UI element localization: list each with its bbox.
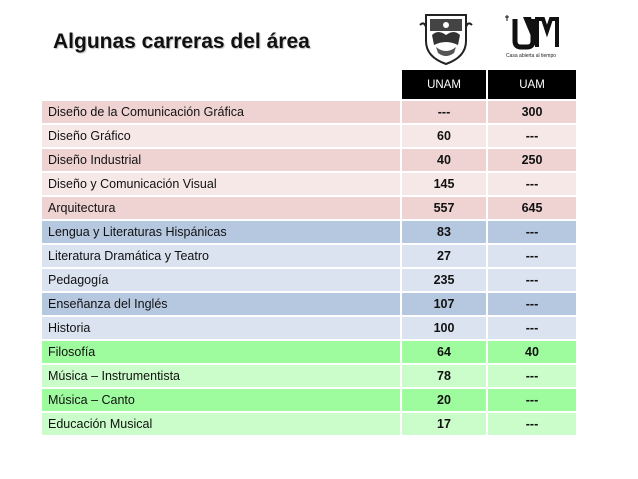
- unam-value: 78: [400, 363, 487, 388]
- table-row: Lengua y Literaturas Hispánicas 83 ---: [40, 219, 576, 244]
- unam-value: 27: [400, 243, 487, 268]
- unam-value: 64: [400, 339, 487, 364]
- uam-value: ---: [486, 243, 576, 268]
- table-row: Diseño y Comunicación Visual 145 ---: [40, 171, 576, 196]
- career-name: Arquitectura: [40, 195, 401, 220]
- careers-table: UNAM UAM Diseño de la Comunicación Gráfi…: [40, 70, 576, 435]
- unam-value: 107: [400, 291, 487, 316]
- career-name: Diseño y Comunicación Visual: [40, 171, 401, 196]
- uam-value: 645: [486, 195, 576, 220]
- table-row: Música – Canto 20 ---: [40, 387, 576, 412]
- career-name: Literatura Dramática y Teatro: [40, 243, 401, 268]
- uam-value: ---: [486, 411, 576, 435]
- unam-value: 83: [400, 219, 487, 244]
- uam-logo: Casa abierta al tiempo: [497, 11, 565, 67]
- uam-value: 250: [486, 147, 576, 172]
- unam-value: 557: [400, 195, 487, 220]
- career-name: Pedagogía: [40, 267, 401, 292]
- uam-logo-icon: [505, 15, 559, 50]
- career-name: Diseño de la Comunicación Gráfica: [40, 99, 401, 124]
- uam-value: ---: [486, 219, 576, 244]
- uam-value: ---: [486, 171, 576, 196]
- table-row: Música – Instrumentista 78 ---: [40, 363, 576, 388]
- unam-value: 60: [400, 123, 487, 148]
- unam-value: 100: [400, 315, 487, 340]
- career-name: Música – Instrumentista: [40, 363, 401, 388]
- table-row: Arquitectura 557 645: [40, 195, 576, 220]
- uam-value: ---: [486, 123, 576, 148]
- career-name: Filosofía: [40, 339, 401, 364]
- career-name: Diseño Gráfico: [40, 123, 401, 148]
- unam-value: 40: [400, 147, 487, 172]
- table-row: Historia 100 ---: [40, 315, 576, 340]
- table-row: Diseño de la Comunicación Gráfica --- 30…: [40, 99, 576, 124]
- header-name-column: [41, 70, 401, 100]
- career-name: Lengua y Literaturas Hispánicas: [40, 219, 401, 244]
- career-name: Educación Musical: [40, 411, 401, 435]
- table-row: Educación Musical 17 ---: [40, 411, 576, 435]
- career-name: Enseñanza del Inglés: [40, 291, 401, 316]
- uam-value: ---: [486, 267, 576, 292]
- career-name: Diseño Industrial: [40, 147, 401, 172]
- uam-value: 40: [486, 339, 576, 364]
- table-row: Diseño Gráfico 60 ---: [40, 123, 576, 148]
- career-name: Historia: [40, 315, 401, 340]
- table-header-row: UNAM UAM: [41, 70, 576, 100]
- header-uam: UAM: [486, 70, 576, 100]
- uam-value: ---: [486, 315, 576, 340]
- uam-value: 300: [486, 99, 576, 124]
- uam-value: ---: [486, 291, 576, 316]
- table-row: Pedagogía 235 ---: [40, 267, 576, 292]
- unam-value: 17: [400, 411, 487, 435]
- uam-value: ---: [486, 363, 576, 388]
- table-row: Enseñanza del Inglés 107 ---: [40, 291, 576, 316]
- header-unam: UNAM: [400, 70, 487, 100]
- page-title: Algunas carreras del área: [53, 30, 310, 53]
- uam-tagline: Casa abierta al tiempo: [505, 53, 557, 59]
- unam-value: 235: [400, 267, 487, 292]
- unam-crest-icon: [419, 14, 473, 66]
- table-row: Diseño Industrial 40 250: [40, 147, 576, 172]
- career-name: Música – Canto: [40, 387, 401, 412]
- unam-value: 20: [400, 387, 487, 412]
- uam-value: ---: [486, 387, 576, 412]
- table-row: Literatura Dramática y Teatro 27 ---: [40, 243, 576, 268]
- unam-value: 145: [400, 171, 487, 196]
- unam-value: ---: [400, 99, 487, 124]
- table-row: Filosofía 64 40: [40, 339, 576, 364]
